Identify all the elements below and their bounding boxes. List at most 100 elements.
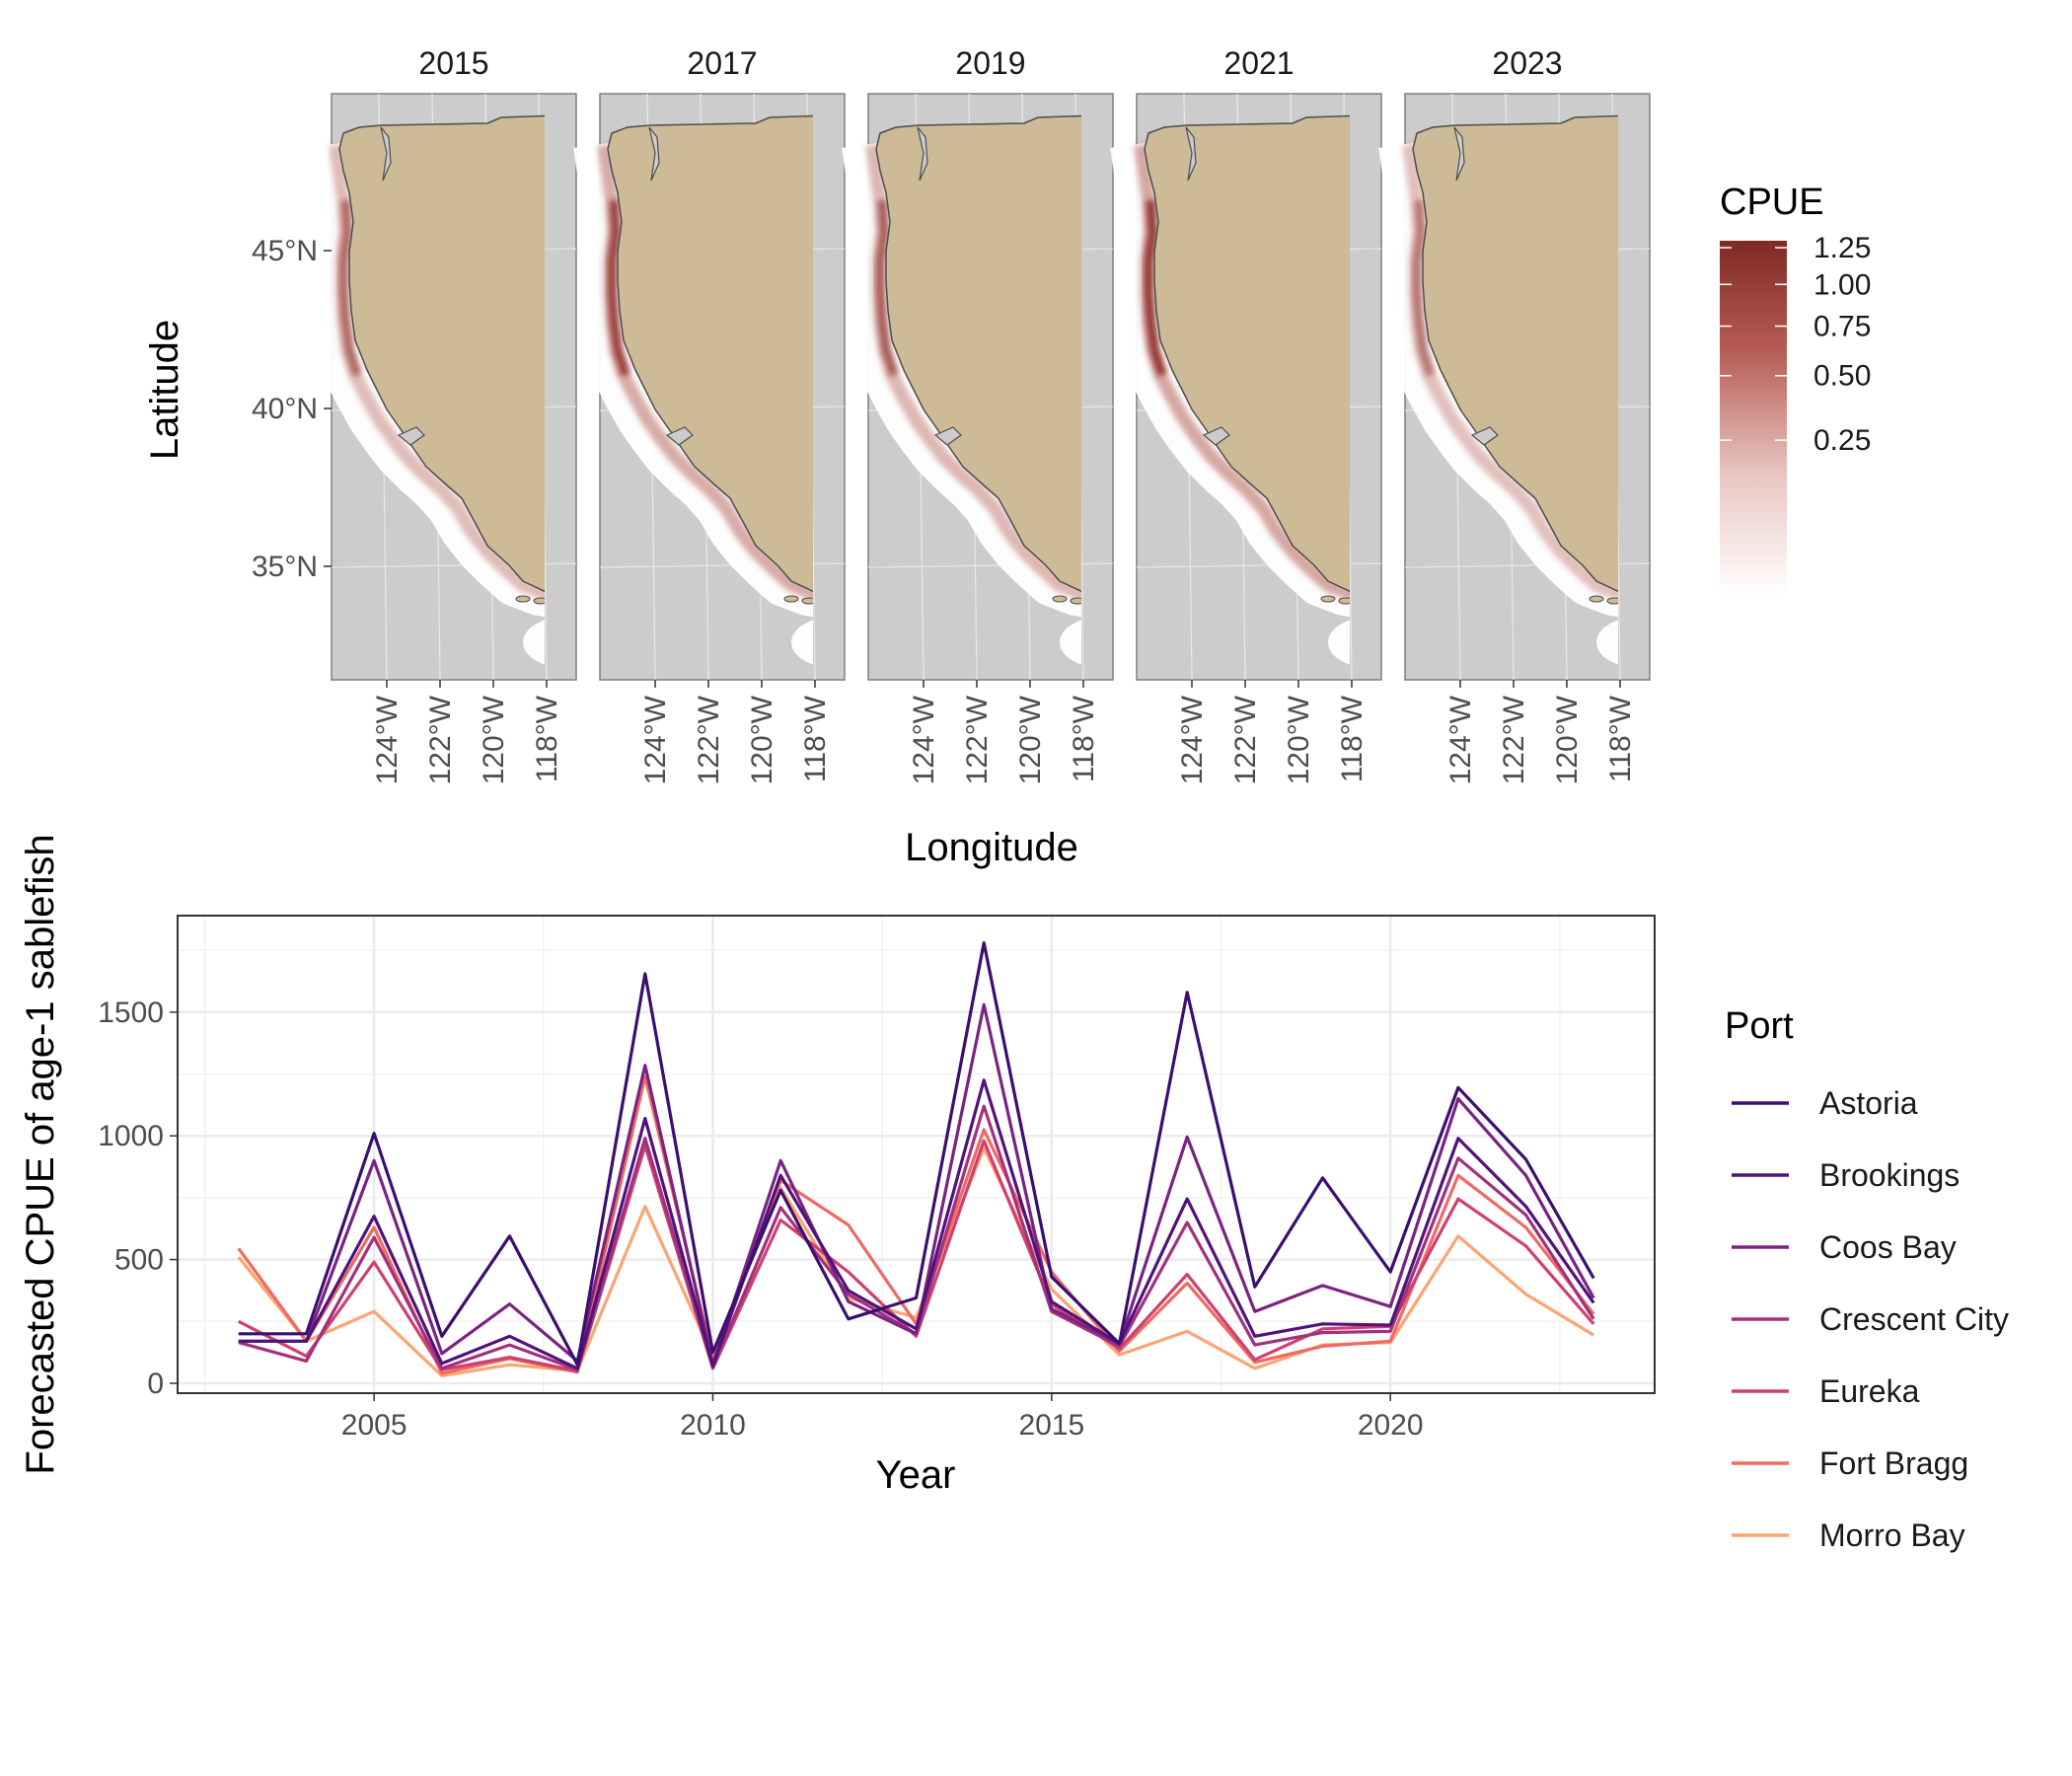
cpue-colorbar <box>1720 241 1787 596</box>
island <box>515 595 531 603</box>
cpue-colorbar-label: 1.25 <box>1813 232 1871 264</box>
map-y-axis-title: Latitude <box>143 320 186 460</box>
land-polygon <box>607 114 813 593</box>
san-francisco-bay <box>933 426 962 446</box>
map-x-axis-title: Longitude <box>905 826 1078 869</box>
port-legend: Port Astoria Brookings Coos Bay Crescent Ci… <box>1725 1005 2009 1553</box>
map-x-tick-label: 120°W <box>478 695 510 784</box>
land-polygon <box>1144 114 1350 593</box>
cpue-survey-area <box>1110 142 1350 618</box>
line-y-axis-title: Forecasted CPUE of age-1 sablefish <box>19 834 62 1474</box>
map-panel-2015: 2015 124°W 122°W 120°W 118°W <box>305 45 577 784</box>
land-polygon <box>338 114 545 593</box>
port-legend-title: Port <box>1725 1005 1794 1047</box>
map-x-tick-label: 124°W <box>908 695 940 784</box>
island <box>1320 595 1336 603</box>
port-legend-label: Astoria <box>1819 1085 1918 1121</box>
series-line-astoria <box>238 940 1595 1367</box>
series-line-eureka <box>238 1139 1595 1373</box>
map-y-tick-label: 45°N <box>252 235 318 267</box>
cpue-survey-area <box>523 620 545 665</box>
island <box>1338 597 1350 605</box>
map-x-tick-label: 124°W <box>371 695 404 784</box>
island <box>783 595 799 603</box>
cpue-colorbar-label: 0.25 <box>1813 424 1871 457</box>
island <box>801 597 813 605</box>
map-x-tick-label: 118°W <box>1336 695 1369 782</box>
port-legend-label: Coos Bay <box>1819 1229 1957 1265</box>
line-chart: 2005 2010 2015 2020 0 500 1000 1500 Year Foreca… <box>19 834 1656 1497</box>
map-x-tick-label: 120°W <box>746 695 778 784</box>
cpue-hotspot <box>1144 199 1167 377</box>
port-legend-label: Crescent City <box>1819 1301 2009 1337</box>
line-chart-border <box>177 915 1656 1394</box>
map-x-tick-label: 122°W <box>424 695 457 784</box>
puget-sound <box>1453 126 1465 182</box>
cpue-survey-area <box>791 620 813 665</box>
cpue-colorbar-label: 1.00 <box>1813 268 1871 301</box>
map-x-tick-label: 122°W <box>1229 695 1262 784</box>
series-line-brookings <box>238 1078 1595 1370</box>
cpue-survey-area <box>1060 620 1081 665</box>
map-x-tick-label: 120°W <box>1014 695 1047 784</box>
port-legend-label: Eureka <box>1819 1373 1920 1409</box>
map-x-tick-label: 118°W <box>531 695 563 782</box>
map-x-tick-label: 118°W <box>1068 695 1100 782</box>
island <box>1589 595 1604 603</box>
cpue-hotspot <box>338 199 362 377</box>
map-panel-title: 2023 <box>1492 45 1562 81</box>
cpue-survey-area <box>1328 620 1350 665</box>
cpue-colorbar-label: 0.75 <box>1813 311 1871 343</box>
puget-sound <box>917 126 928 182</box>
cpue-survey-area <box>1596 620 1618 665</box>
y-tick-label: 0 <box>147 1368 164 1400</box>
port-legend-label: Morro Bay <box>1819 1517 1965 1553</box>
san-francisco-bay <box>665 426 694 446</box>
series-line-coos-bay <box>238 1002 1595 1367</box>
puget-sound <box>648 126 660 182</box>
map-x-tick-label: 122°W <box>693 695 725 784</box>
cpue-hotspot <box>1412 199 1436 377</box>
port-legend-label: Fort Bragg <box>1819 1445 1968 1481</box>
puget-sound <box>380 126 392 182</box>
map-panels: 2015 124°W 122°W 120°W 118°W 2017 124°W 122°W 12… <box>252 45 1651 784</box>
land-polygon <box>875 114 1081 593</box>
cpue-hotspot <box>607 199 630 377</box>
map-panel-title: 2021 <box>1223 45 1294 81</box>
map-x-tick-label: 122°W <box>961 695 994 784</box>
map-x-tick-label: 120°W <box>1551 695 1584 784</box>
map-panel-title: 2015 <box>418 45 488 81</box>
map-panel-2021: 2021 124°W 122°W 120°W 118°W <box>1110 45 1382 784</box>
x-tick-label: 2015 <box>1018 1409 1084 1442</box>
map-panel-2023: 2023 124°W 122°W 120°W 118°W <box>1378 45 1651 784</box>
x-tick-label: 2020 <box>1358 1409 1424 1442</box>
map-x-tick-label: 124°W <box>1444 695 1477 784</box>
land-polygon <box>1412 114 1618 593</box>
map-inner <box>573 114 813 665</box>
island <box>1070 597 1081 605</box>
san-francisco-bay <box>1470 426 1499 446</box>
map-panel-2019: 2019 124°W 122°W 120°W 118°W <box>842 45 1114 784</box>
cpue-survey-area <box>305 142 545 618</box>
map-panel-title: 2019 <box>955 45 1025 81</box>
y-tick-label: 1500 <box>98 997 164 1029</box>
map-inner <box>1378 114 1618 665</box>
x-tick-label: 2005 <box>341 1409 407 1442</box>
map-x-tick-label: 124°W <box>1176 695 1209 784</box>
x-tick-label: 2010 <box>680 1409 746 1442</box>
map-x-tick-label: 122°W <box>1498 695 1530 784</box>
map-x-tick-label: 120°W <box>1283 695 1315 784</box>
san-francisco-bay <box>1202 426 1230 446</box>
map-x-tick-label: 118°W <box>799 695 832 782</box>
puget-sound <box>1185 126 1197 182</box>
island <box>1052 595 1068 603</box>
map-x-tick-label: 118°W <box>1604 695 1637 782</box>
map-inner <box>305 114 545 665</box>
y-tick-label: 1000 <box>98 1120 164 1152</box>
map-y-tick-label: 40°N <box>252 393 318 425</box>
island <box>533 597 545 605</box>
line-x-axis-title: Year <box>876 1453 956 1497</box>
map-panel-2017: 2017 124°W 122°W 120°W 118°W <box>573 45 846 784</box>
cpue-legend: CPUE 1.25 1.00 0.75 0.50 0.25 <box>1720 182 1871 596</box>
